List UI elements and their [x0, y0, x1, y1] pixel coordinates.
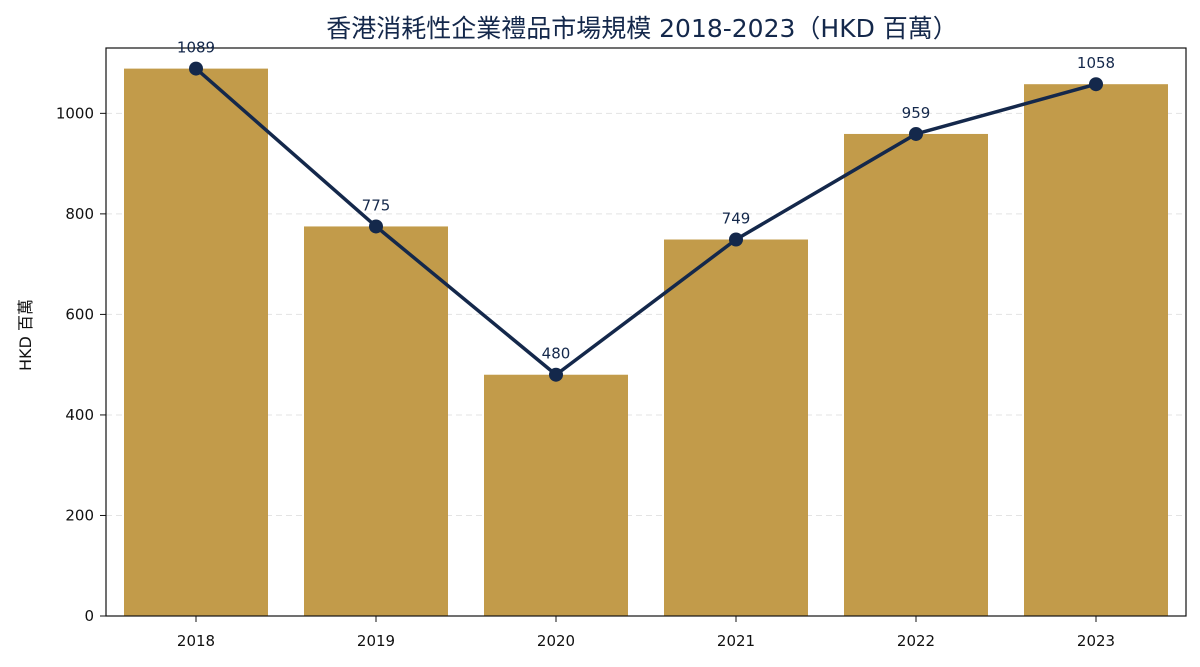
data-label-2018: 1089 — [177, 39, 215, 57]
x-tick-label-2020: 2020 — [537, 632, 575, 650]
y-tick-label: 600 — [65, 305, 94, 323]
bar-layer — [124, 68, 1168, 617]
x-tick-label-2022: 2022 — [897, 632, 935, 650]
data-label-2022: 959 — [902, 104, 931, 122]
grid-layer — [106, 112, 1186, 516]
line-point-2022 — [909, 126, 923, 141]
line-point-2018 — [189, 61, 203, 76]
y-axis-label: HKD 百萬 — [16, 299, 35, 371]
series-line — [194, 67, 1097, 377]
y-tick-label: 400 — [65, 406, 94, 424]
bar-2022 — [844, 133, 988, 616]
axis-layer: 0 200 400 600 800 1000 2018 2019 2020 2021 2022 202… — [56, 47, 1187, 650]
data-label-2023: 1058 — [1077, 54, 1115, 72]
data-label-2019: 775 — [362, 196, 391, 214]
label-layer: 1089 775 480 749 959 1058 — [177, 39, 1115, 363]
bar-2023 — [1024, 84, 1168, 616]
x-tick-label-2018: 2018 — [177, 632, 215, 650]
y-tick-label: 1000 — [56, 104, 94, 122]
bar-2019 — [304, 226, 448, 616]
plot-frame — [105, 47, 1187, 617]
line-point-2023 — [1089, 77, 1103, 92]
y-tick-label: 800 — [65, 205, 94, 223]
data-label-2020: 480 — [542, 345, 571, 363]
line-point-2020 — [549, 367, 563, 382]
data-label-2021: 749 — [722, 210, 751, 228]
line-layer — [189, 61, 1103, 382]
y-tick-label: 0 — [84, 607, 94, 625]
y-tick-label: 200 — [65, 506, 94, 524]
chart-title: 香港消耗性企業禮品市場規模 2018-2023（HKD 百萬） — [326, 14, 958, 43]
x-tick-label-2023: 2023 — [1077, 632, 1115, 650]
x-tick-label-2019: 2019 — [357, 632, 395, 650]
line-point-2019 — [369, 219, 383, 234]
line-point-2021 — [729, 232, 743, 247]
bar-2021 — [664, 239, 808, 616]
bar-2018 — [124, 68, 268, 617]
bar-2020 — [484, 374, 628, 616]
x-tick-label-2021: 2021 — [717, 632, 755, 650]
